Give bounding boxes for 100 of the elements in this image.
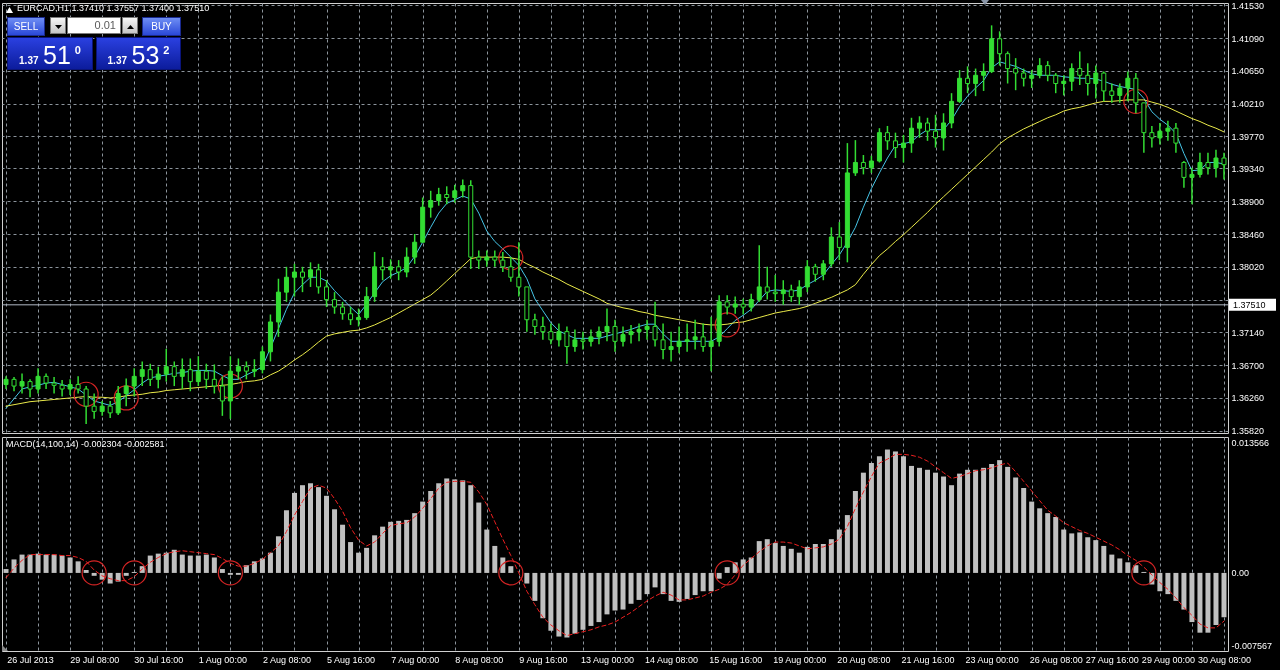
candlestick	[412, 233, 418, 265]
candlestick	[1045, 60, 1051, 82]
candlestick	[588, 328, 594, 348]
bar	[925, 469, 931, 573]
bar	[420, 501, 426, 573]
candlestick	[1181, 160, 1187, 189]
candlestick	[195, 355, 201, 387]
bar	[51, 554, 57, 573]
candlestick	[772, 274, 778, 303]
candlestick	[981, 62, 987, 92]
point	[498, 245, 524, 271]
candlestick	[259, 345, 265, 375]
bar	[1093, 540, 1099, 573]
bar	[900, 456, 906, 573]
candlestick	[123, 377, 129, 407]
bar	[796, 552, 802, 573]
bar	[243, 565, 249, 573]
bar	[941, 476, 947, 573]
x-tick-label: 15 Aug 16:00	[709, 654, 763, 665]
bar	[412, 513, 418, 573]
candlestick	[965, 65, 971, 94]
bar	[852, 490, 858, 573]
bar	[636, 572, 642, 600]
candlestick	[1117, 82, 1123, 104]
y-tick-label: 1.38020	[1231, 262, 1265, 273]
candlestick	[139, 360, 145, 387]
candlestick	[316, 263, 322, 295]
candlestick	[949, 92, 955, 129]
bar	[324, 495, 330, 573]
x-tick-label: 27 Aug 16:00	[1085, 654, 1139, 665]
bar	[933, 472, 939, 573]
candlestick	[1189, 166, 1195, 205]
bar	[836, 529, 842, 573]
bar	[973, 469, 979, 573]
point	[1123, 88, 1149, 114]
candlestick	[820, 259, 826, 281]
y-tick-label: 1.39340	[1231, 163, 1265, 174]
bar	[91, 572, 97, 576]
y-tick-label: 1.36260	[1231, 393, 1265, 404]
candlestick	[1101, 70, 1107, 103]
candlestick	[652, 301, 658, 348]
bar	[332, 509, 338, 573]
candlestick	[35, 367, 41, 395]
candlestick	[1013, 57, 1019, 91]
y-tick-label: 1.38460	[1231, 229, 1265, 240]
candlestick	[492, 249, 498, 268]
y-tick-label: 1.37140	[1231, 327, 1265, 338]
candlestick	[332, 291, 338, 315]
y-tick-label: 1.41090	[1231, 33, 1265, 44]
bar	[1053, 517, 1059, 573]
bar	[380, 526, 386, 573]
bar	[1213, 572, 1219, 625]
x-tick-label: 13 Aug 00:00	[580, 654, 635, 665]
bar	[1173, 572, 1179, 601]
candlestick	[83, 385, 89, 425]
bar	[957, 473, 963, 573]
candlestick	[604, 307, 610, 343]
candlestick	[756, 244, 762, 303]
candlestick	[19, 372, 25, 395]
bar	[348, 542, 354, 573]
candlestick	[884, 125, 890, 151]
bar	[812, 544, 818, 573]
bar	[67, 557, 73, 573]
bar	[997, 460, 1003, 573]
candlestick	[484, 249, 490, 268]
bar	[1029, 501, 1035, 573]
candlestick	[171, 360, 177, 387]
candlestick	[668, 330, 674, 363]
bar	[1037, 508, 1043, 573]
bar	[75, 561, 81, 573]
x-tick-label: 20 Aug 08:00	[837, 654, 891, 665]
bar	[444, 478, 450, 573]
annotation: 1.37 53$^{2}$	[107, 41, 170, 69]
y-tick-label: 1.41530	[1231, 0, 1265, 11]
candlestick	[500, 251, 506, 273]
bar	[508, 566, 514, 573]
candlestick	[147, 362, 153, 387]
ref-line-label: 1.37510	[1233, 299, 1266, 310]
candlestick	[1037, 57, 1043, 80]
candlestick	[308, 261, 313, 288]
candlestick	[852, 139, 858, 177]
candlestick	[1157, 122, 1163, 146]
x-tick-label: 29 Jul 08:00	[70, 654, 120, 665]
chart-title: EURCAD,H1 1.37410 1.37557 1.37400 1.37510	[17, 3, 210, 14]
input-field: 0.01	[67, 17, 121, 34]
bar	[884, 449, 890, 573]
bar	[1045, 513, 1051, 573]
bar	[364, 547, 370, 573]
bar	[43, 554, 49, 573]
bar	[1061, 529, 1067, 573]
annotation: BUY	[151, 20, 172, 32]
bar	[917, 467, 922, 573]
bar	[476, 502, 482, 573]
x-tick-label: 5 Aug 16:00	[327, 654, 376, 665]
candlestick	[740, 298, 746, 316]
candlestick	[660, 322, 666, 360]
candlestick	[957, 69, 963, 104]
bar	[868, 463, 874, 573]
candlestick	[324, 279, 330, 308]
candlestick	[973, 67, 979, 97]
